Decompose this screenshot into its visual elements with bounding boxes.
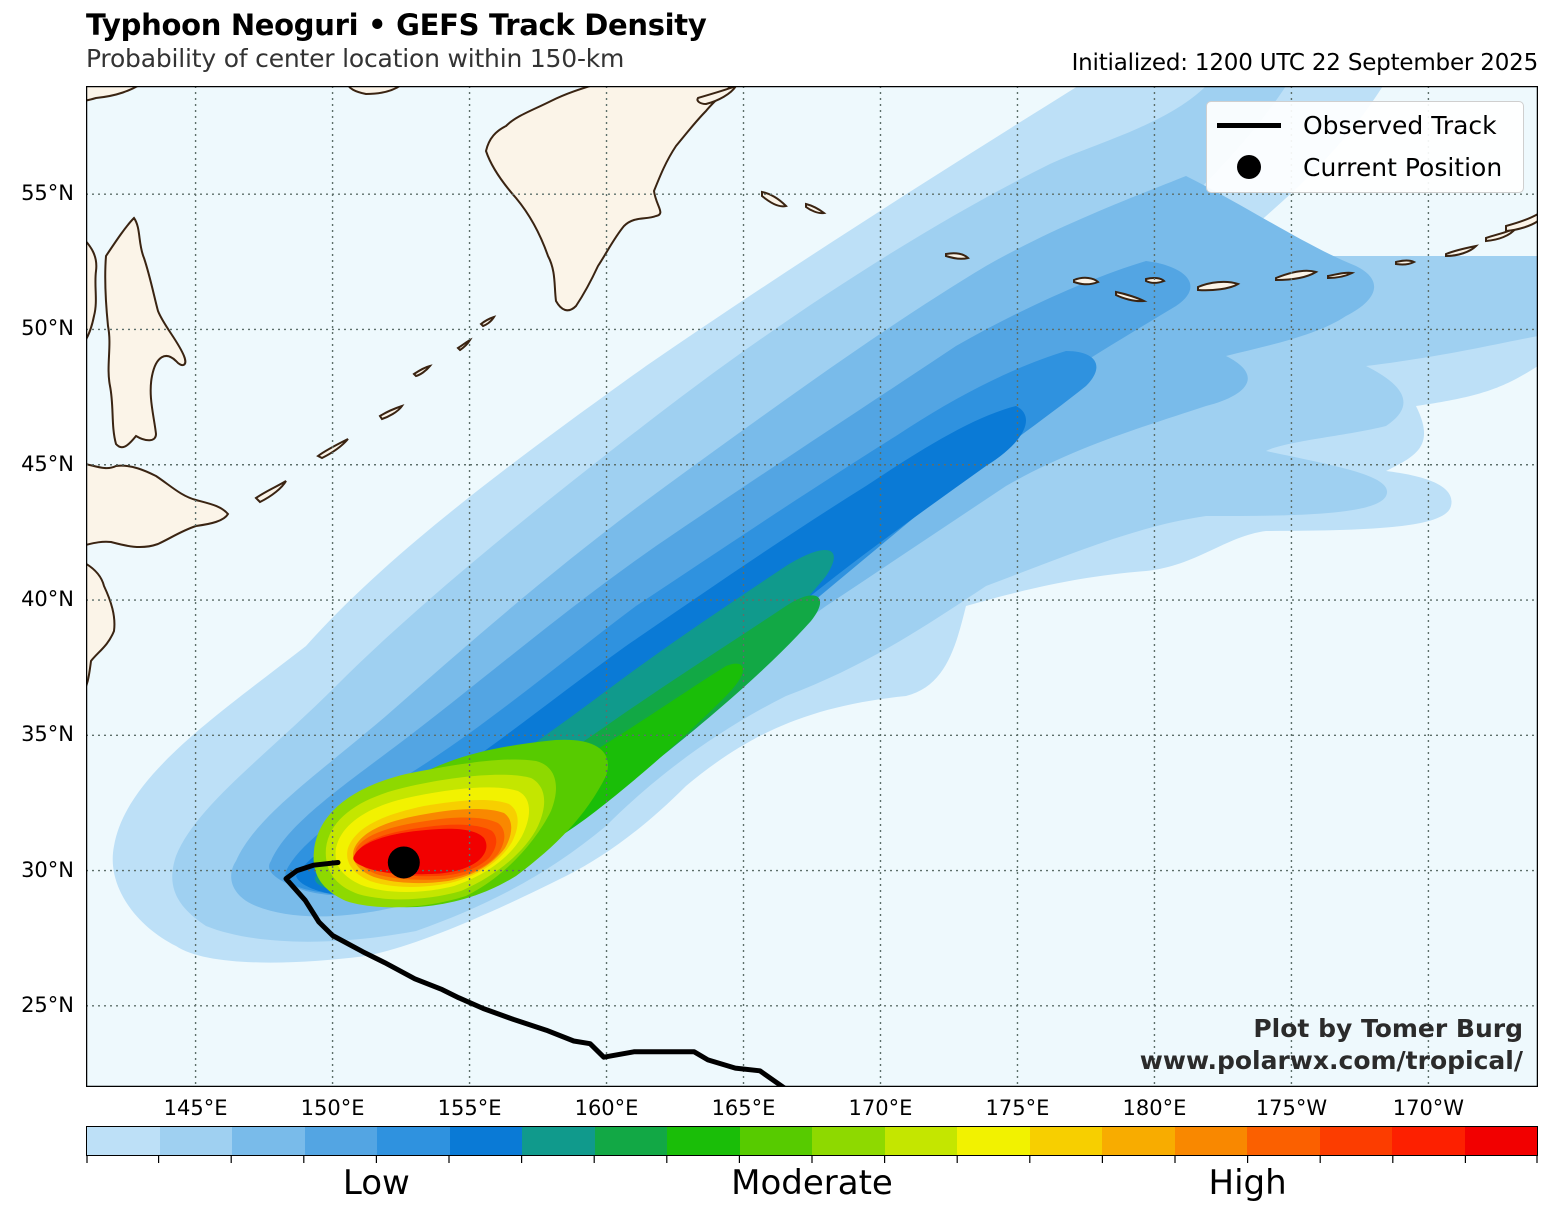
init-time: Initialized: 1200 UTC 22 September 2025: [1071, 50, 1539, 76]
colorbar-label: Moderate: [731, 1163, 893, 1203]
latitude-label: 45°N: [21, 451, 74, 476]
credit-url: www.polarwx.com/tropical/: [1139, 1046, 1523, 1075]
colorbar-swatch: [87, 1127, 160, 1155]
island-aleutian-4: [1197, 280, 1241, 292]
island-commander-2: [805, 202, 827, 215]
colorbar-swatch: [377, 1127, 450, 1155]
island-kuril-5: [456, 337, 473, 352]
landmass-koryak: [696, 86, 738, 106]
colorbar-swatch: [739, 1127, 812, 1155]
longitude-label: 175°E: [985, 1096, 1050, 1120]
longitude-label: 170°W: [1392, 1096, 1465, 1120]
landmass-hokkaido: [86, 463, 230, 549]
graticule: [86, 86, 1538, 1087]
map-panel: [86, 86, 1538, 1087]
island-alaska-peninsula: [1505, 212, 1538, 233]
density-level-18: [353, 828, 487, 875]
island-commander-1: [761, 190, 788, 208]
longitude-label: 180°E: [1122, 1096, 1187, 1120]
map-canvas: [86, 86, 1538, 1087]
colorbar-swatch: [667, 1127, 740, 1155]
colorbar-swatch: [449, 1127, 522, 1155]
colorbar-label: Low: [342, 1163, 410, 1203]
colorbar: [86, 1126, 1538, 1156]
plot-subtitle: Probability of center location within 15…: [86, 44, 625, 73]
land: [86, 86, 738, 690]
colorbar-swatch: [1319, 1127, 1392, 1155]
longitude-label: 170°E: [848, 1096, 913, 1120]
legend-label-observed: Observed Track: [1303, 110, 1497, 140]
colorbar-swatch: [1029, 1127, 1102, 1155]
island-aleutian-3: [1115, 290, 1148, 303]
colorbar-swatch: [159, 1127, 232, 1155]
legend-item-observed-track: Observed Track: [1207, 105, 1497, 145]
current-position-marker: [387, 846, 420, 879]
island-aleutian-7: [1395, 259, 1417, 266]
latitude-label: 55°N: [21, 181, 74, 206]
colorbar-swatch: [1102, 1127, 1175, 1155]
track-density-field: [112, 86, 1538, 963]
latitude-label: 35°N: [21, 722, 74, 747]
longitude-label: 175°W: [1255, 1096, 1328, 1120]
credit-author: Plot by Tomer Burg: [1253, 1014, 1523, 1043]
latitude-label: 30°N: [21, 857, 74, 882]
longitude-label: 145°E: [163, 1096, 228, 1120]
plot-title: Typhoon Neoguri • GEFS Track Density: [86, 8, 707, 42]
colorbar-swatch: [522, 1127, 595, 1155]
island-aleutian-8: [1445, 244, 1480, 258]
colorbar-swatch: [957, 1127, 1030, 1155]
legend-item-current-position: Current Position: [1207, 147, 1502, 187]
longitude-label: 150°E: [300, 1096, 365, 1120]
legend-line-swatch: [1217, 122, 1281, 128]
island-kanaga: [1145, 276, 1166, 284]
longitude-label: 160°E: [574, 1096, 639, 1120]
island-kuril-6: [479, 315, 497, 328]
colorbar-swatch: [1464, 1127, 1537, 1155]
colorbar-swatch: [1174, 1127, 1247, 1155]
island-aleutian-1: [945, 252, 970, 260]
landmass-honshu: [86, 562, 116, 690]
longitude-label: 155°E: [437, 1096, 502, 1120]
map-legend: Observed Track Current Position: [1206, 101, 1524, 193]
island-chains: [254, 190, 1538, 504]
latitude-label: 40°N: [21, 587, 74, 612]
colorbar-swatch: [1392, 1127, 1465, 1155]
latitude-label: 25°N: [21, 992, 74, 1017]
colorbar-swatch: [884, 1127, 957, 1155]
island-aleutian-2: [1073, 276, 1100, 286]
island-aleutian-6: [1327, 271, 1356, 280]
colorbar-swatch: [232, 1127, 305, 1155]
island-aleutian-5: [1275, 269, 1319, 282]
landmass-sakhalin: [104, 216, 187, 449]
colorbar-ticks: [86, 1156, 1538, 1163]
legend-label-current: Current Position: [1303, 152, 1503, 182]
latitude-label: 50°N: [21, 316, 74, 341]
island-kuril-2: [316, 438, 349, 460]
colorbar-swatch: [304, 1127, 377, 1155]
island-kuril-3: [378, 404, 405, 421]
observed-track: [283, 860, 788, 1087]
colorbar-swatch: [1247, 1127, 1320, 1155]
island-kuril-1: [254, 480, 287, 504]
island-kuril-4: [412, 364, 433, 378]
legend-dot-swatch: [1217, 155, 1281, 179]
colorbar-label: High: [1208, 1163, 1287, 1203]
colorbar-swatch: [594, 1127, 667, 1155]
map-frame: [86, 86, 1538, 1087]
longitude-label: 165°E: [711, 1096, 776, 1120]
colorbar-swatch: [812, 1127, 885, 1155]
